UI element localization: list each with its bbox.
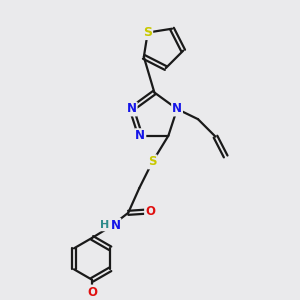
Text: H: H xyxy=(100,220,110,230)
Text: N: N xyxy=(172,103,182,116)
Text: N: N xyxy=(127,103,137,116)
Text: O: O xyxy=(87,286,97,298)
Text: N: N xyxy=(135,129,145,142)
Text: S: S xyxy=(148,155,157,168)
Text: O: O xyxy=(145,205,155,218)
Text: N: N xyxy=(110,219,120,232)
Text: S: S xyxy=(143,26,152,39)
